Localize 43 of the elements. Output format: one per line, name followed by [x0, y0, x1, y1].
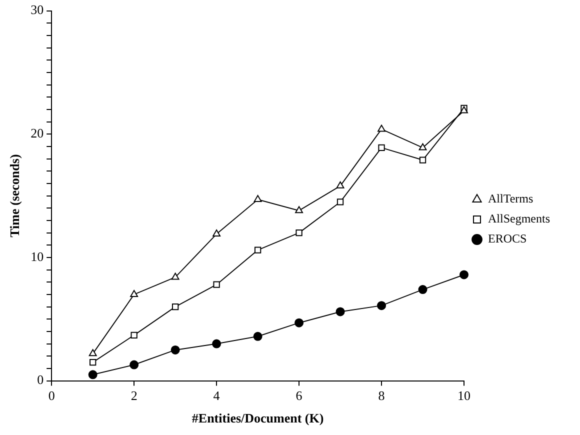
x-tick-label: 10	[458, 388, 470, 404]
point	[377, 301, 386, 310]
point	[336, 307, 345, 316]
point	[88, 370, 98, 380]
x-tick-label: 4	[213, 388, 220, 404]
point	[294, 318, 304, 328]
point	[88, 349, 97, 356]
point	[213, 281, 220, 288]
point	[172, 303, 179, 310]
point	[212, 230, 221, 237]
point	[419, 156, 426, 164]
point	[253, 332, 262, 341]
point	[130, 290, 138, 297]
point	[171, 272, 180, 280]
point	[378, 144, 385, 152]
point	[254, 195, 262, 202]
point	[336, 181, 344, 188]
x-tick-label: 0	[48, 388, 55, 404]
point	[295, 206, 304, 214]
y-tick-label: 10	[30, 248, 44, 264]
legend-label: AllSegments	[488, 212, 550, 226]
point	[130, 332, 138, 338]
legend-label: EROCS	[488, 232, 527, 246]
point	[170, 345, 180, 354]
point	[336, 198, 344, 206]
legend-label: AllTerms	[488, 192, 534, 206]
point	[90, 358, 96, 366]
point	[460, 270, 468, 280]
point	[418, 285, 428, 294]
x-tick-label: 2	[130, 388, 138, 404]
y-tick-label: 20	[30, 126, 44, 141]
point	[254, 246, 262, 254]
point	[212, 339, 222, 348]
x-axis-title: #Entities/Document (K)	[192, 410, 324, 426]
x-tick-label: 6	[296, 388, 303, 404]
point	[418, 143, 427, 150]
x-tick-label: 8	[378, 388, 385, 404]
y-tick-label: 30	[30, 2, 44, 18]
y-tick-label: 0	[37, 372, 44, 388]
point	[378, 124, 386, 132]
point	[130, 360, 139, 370]
y-axis-title: Time (seconds)	[7, 154, 22, 238]
point	[296, 229, 302, 236]
